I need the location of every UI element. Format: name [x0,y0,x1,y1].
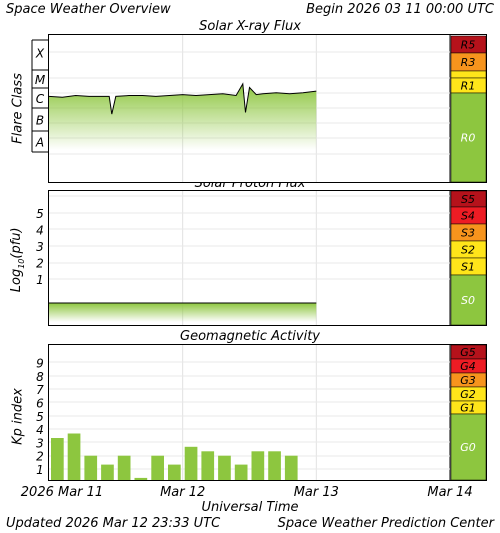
x-tick-label: Mar 12 [160,485,205,500]
kp-bar [284,455,298,480]
s-scale-label: S0 [461,294,475,307]
r-scale-label: R5 [461,39,476,52]
kp-tick: 2 [36,450,44,464]
kp-bar [67,433,81,480]
kp-bar [84,455,98,480]
s-scale-block [450,274,487,326]
s-scale-label: S4 [461,210,475,223]
proton-tick: 1 [36,273,44,287]
r-scale-label: R0 [461,132,476,145]
kp-bar [151,455,164,480]
proton-tick: 4 [36,224,44,238]
x-tick-label: Mar 14 [427,485,472,500]
kp-bar [168,464,181,480]
swpc-credit: Space Weather Prediction Center [277,516,494,531]
x-axis-label: Universal Time [201,500,299,515]
flare-class-tick: B [36,114,44,128]
flare-class-tick: X [35,47,45,61]
kp-bar [268,451,281,480]
kp-bar [101,464,114,480]
geomag-title: Geomagnetic Activity [180,329,320,344]
r-scale-label: R1 [461,80,476,93]
kp-tick: 7 [36,383,44,397]
flare-class-tick: M [35,73,46,87]
kp-tick: 9 [36,357,44,371]
kp-bar [234,464,248,480]
kp-tick: 6 [36,397,44,411]
kp-bar [251,451,265,480]
g-scale-block [450,413,487,481]
overview-title: Space Weather Overview [6,2,171,17]
kp-bar [218,455,231,480]
s-scale-label: S1 [461,261,475,274]
xray-flux-line [48,82,317,115]
kp-tick: 5 [36,410,44,424]
kp-bar [117,455,131,480]
proton-flux-area [49,303,317,322]
xray-title: Solar X-ray Flux [199,19,301,34]
r-scale-block [450,70,487,79]
proton-tick: 3 [36,240,44,254]
kp-bar [51,438,64,480]
g-scale-label: G1 [460,402,476,415]
g-scale-label: G0 [460,441,476,454]
xray-flux-area [49,83,317,150]
r-scale-block [450,92,487,183]
kp-bar [201,451,215,480]
kp-bar [134,477,148,480]
x-tick-label: 2026 Mar 11 [21,485,103,500]
g-scale-label: G3 [460,374,476,387]
s-scale-label: S2 [461,244,475,257]
kp-tick: 3 [36,436,44,450]
kp-tick: 1 [36,463,44,477]
x-tick-label: Mar 13 [294,485,339,500]
kp-tick: 4 [36,423,44,437]
updated-time: Updated 2026 Mar 12 23:33 UTC [6,516,221,531]
flare-class-tick: C [36,92,45,106]
r-scale-label: R3 [461,56,476,69]
kp-bar [184,446,198,480]
proton-tick: 2 [36,257,44,271]
g-scale-label: G4 [460,360,476,373]
s-scale-label: S5 [461,193,475,206]
kp-tick: 8 [36,370,44,384]
s-scale-label: S3 [461,227,475,240]
g-scale-label: G2 [460,388,476,401]
g-scale-label: G5 [460,346,476,359]
flare-class-tick: A [35,136,44,150]
begin-time: Begin 2026 03 11 00:00 UTC [306,2,494,17]
proton-tick: 5 [36,207,44,221]
